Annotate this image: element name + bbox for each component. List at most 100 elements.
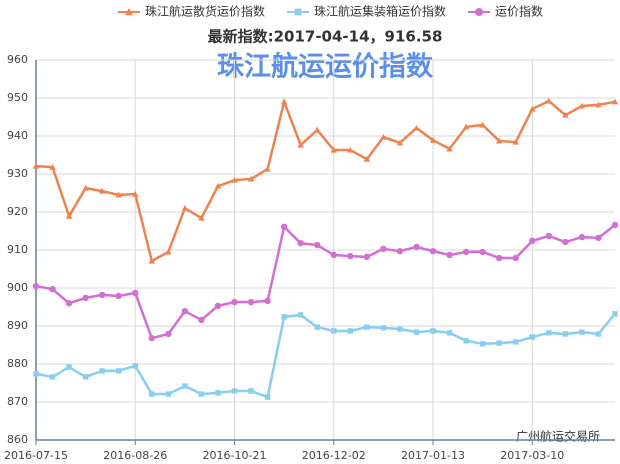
marker (49, 285, 56, 293)
marker (380, 245, 387, 253)
marker (294, 8, 302, 16)
marker (98, 291, 106, 299)
marker (479, 341, 486, 347)
marker (429, 247, 437, 255)
marker (297, 312, 304, 318)
marker (396, 139, 404, 146)
series-line (35, 97, 616, 263)
marker (496, 254, 503, 262)
x-tick-label: 2016-10-21 (203, 449, 267, 462)
marker (578, 233, 586, 241)
marker (297, 239, 304, 247)
legend-label: 运价指数 (495, 4, 543, 19)
y-tick-label: 930 (7, 167, 28, 180)
marker (496, 137, 503, 144)
marker (198, 316, 205, 324)
marker (595, 234, 602, 242)
marker (413, 243, 420, 251)
marker (149, 391, 155, 397)
marker (82, 184, 89, 191)
marker (347, 252, 354, 260)
marker (49, 163, 56, 170)
marker (297, 141, 304, 148)
marker (49, 374, 56, 380)
x-tick-label: 2016-08-26 (103, 449, 167, 462)
marker (115, 368, 122, 374)
y-tick-label: 890 (7, 319, 28, 332)
marker (529, 105, 536, 112)
marker (115, 191, 122, 198)
marker (132, 363, 138, 369)
marker (512, 138, 519, 145)
marker (165, 248, 172, 255)
x-tick-label: 2017-01-13 (401, 449, 465, 462)
marker (181, 205, 189, 211)
marker (612, 311, 618, 317)
marker (231, 176, 238, 183)
marker (545, 97, 553, 104)
marker (165, 330, 172, 338)
legend-label: 珠江航运集装箱运价指数 (314, 4, 446, 19)
marker (66, 364, 72, 370)
marker (82, 374, 89, 380)
marker (314, 126, 321, 133)
marker (280, 98, 288, 105)
marker (65, 300, 73, 307)
marker (579, 329, 585, 335)
marker (125, 8, 133, 16)
y-tick-label: 920 (7, 205, 28, 218)
chart-subtitle: 最新指数:2017-04-14，916.58 (208, 28, 443, 46)
marker (330, 146, 337, 153)
marker (32, 162, 40, 169)
chart-title: 珠江航运运价指数 (217, 51, 434, 83)
marker (413, 124, 420, 131)
marker (82, 294, 89, 302)
marker (330, 251, 337, 259)
marker (281, 314, 287, 320)
x-tick-label: 2016-12-02 (302, 449, 366, 462)
y-tick-label: 900 (7, 281, 28, 294)
series-line (35, 313, 616, 399)
marker (529, 334, 536, 340)
marker (347, 146, 354, 153)
marker (611, 98, 619, 105)
marker (578, 102, 586, 109)
marker (132, 190, 139, 197)
marker (595, 101, 602, 108)
marker (132, 289, 139, 297)
marker (214, 182, 222, 189)
marker (546, 330, 552, 336)
marker (446, 251, 453, 259)
y-tick-label: 950 (7, 91, 28, 104)
y-tick-label: 910 (7, 243, 28, 256)
marker (264, 165, 271, 172)
marker (165, 391, 172, 397)
marker (479, 121, 486, 128)
marker (513, 339, 519, 345)
marker (65, 212, 73, 219)
marker (148, 257, 155, 264)
marker (215, 390, 221, 396)
y-tick-label: 960 (7, 53, 28, 66)
marker (231, 298, 238, 306)
marker (475, 8, 484, 16)
marker (314, 324, 320, 330)
marker (347, 328, 354, 334)
y-tick-label: 870 (7, 395, 28, 408)
marker (247, 175, 255, 182)
marker (264, 297, 271, 305)
marker (331, 328, 337, 334)
marker (148, 334, 155, 342)
marker (446, 145, 453, 152)
marker (247, 298, 255, 306)
marker (314, 241, 321, 249)
marker (413, 329, 420, 335)
marker (611, 221, 619, 229)
marker (264, 394, 271, 400)
marker (430, 328, 436, 334)
marker (98, 187, 106, 194)
marker (479, 248, 486, 256)
marker (397, 326, 403, 332)
marker (99, 368, 105, 374)
marker (595, 331, 602, 337)
